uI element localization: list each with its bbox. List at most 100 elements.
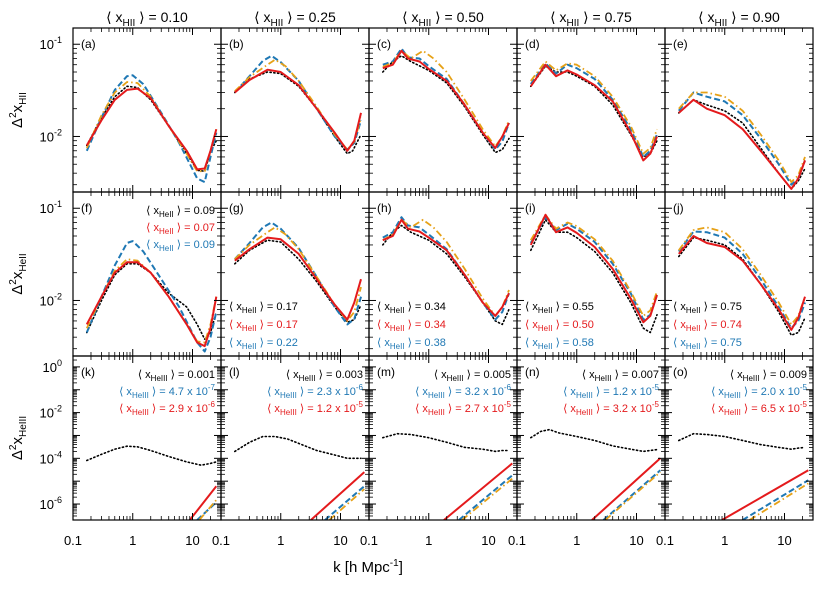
annotation-red: ⟨ xHeIII ⟩ = 1.2 x 10-5 bbox=[267, 400, 363, 417]
annotation-black: ⟨ xHeIII ⟩ = 0.007 bbox=[582, 369, 659, 383]
y-tick-label: 10-1 bbox=[40, 35, 62, 52]
series-black-line bbox=[382, 224, 510, 326]
series-black-line bbox=[86, 445, 218, 466]
series-blue-line bbox=[85, 240, 218, 353]
x-tick-label: 10 bbox=[481, 533, 495, 548]
panel-plot-b bbox=[234, 54, 362, 155]
series-orange-line bbox=[678, 226, 806, 326]
column-title: ⟨ xHII ⟩ = 0.75 bbox=[550, 9, 632, 29]
panel-frame bbox=[516, 27, 666, 193]
x-tick-label: 0.1 bbox=[360, 533, 378, 548]
y-tick-label: 100 bbox=[43, 358, 62, 375]
series-red-line bbox=[443, 462, 513, 520]
annotation-black: ⟨ xHeII ⟩ = 0.75 bbox=[673, 301, 742, 315]
series-orange-line bbox=[382, 218, 510, 317]
series-orange-line bbox=[85, 258, 218, 344]
annotation-black: ⟨ xHeII ⟩ = 0.09 bbox=[146, 205, 215, 219]
annotation-red: ⟨ xHeII ⟩ = 0.74 bbox=[673, 319, 742, 333]
panel-id: (n) bbox=[525, 365, 540, 379]
x-tick-label: 1 bbox=[425, 533, 432, 548]
series-black-line bbox=[234, 435, 362, 460]
series-blue-line bbox=[382, 47, 510, 151]
annotation-black: ⟨ xHeII ⟩ = 0.17 bbox=[229, 301, 298, 315]
series-blue-line bbox=[678, 91, 806, 186]
series-orange-line bbox=[234, 58, 362, 151]
column-title: ⟨ xHII ⟩ = 0.10 bbox=[106, 9, 188, 29]
annotation-blue: ⟨ xHeIII ⟩ = 3.2 x 10-6 bbox=[415, 383, 511, 400]
panel-plot-k bbox=[86, 445, 218, 520]
y-tick-label: 10-4 bbox=[40, 449, 62, 466]
series-orange-line bbox=[234, 226, 362, 322]
y-tick-label: 10-6 bbox=[40, 495, 62, 512]
annotation-black: ⟨ xHeIII ⟩ = 0.009 bbox=[730, 369, 807, 383]
series-blue-line bbox=[196, 501, 217, 520]
y-tick-label: 10-2 bbox=[40, 291, 62, 308]
annotation-blue: ⟨ xHeIII ⟩ = 1.2 x 10-5 bbox=[563, 383, 659, 400]
series-red-line bbox=[310, 471, 365, 520]
series-orange-line bbox=[198, 499, 217, 520]
x-tick-label: 10 bbox=[333, 533, 347, 548]
annotation-black: ⟨ xHeIII ⟩ = 0.003 bbox=[286, 369, 363, 383]
panel-id: (m) bbox=[377, 365, 395, 379]
panel-id: (b) bbox=[229, 37, 244, 51]
annotation-red: ⟨ xHeII ⟩ = 0.07 bbox=[146, 222, 215, 236]
series-blue-line bbox=[234, 54, 362, 151]
panel-frame bbox=[220, 27, 370, 193]
row-ylabel: Δ2xHII bbox=[8, 92, 29, 128]
x-tick-label: 10 bbox=[777, 533, 791, 548]
panel-id: (d) bbox=[525, 37, 540, 51]
x-tick-label: 0.1 bbox=[212, 533, 230, 548]
series-blue-line bbox=[742, 479, 809, 520]
annotation-black: ⟨ xHeII ⟩ = 0.55 bbox=[525, 301, 594, 315]
series-black-line bbox=[678, 432, 806, 450]
panel-plot-h bbox=[382, 216, 510, 326]
series-orange-line bbox=[382, 49, 510, 148]
column-title: ⟨ xHII ⟩ = 0.25 bbox=[254, 9, 336, 29]
x-axis-label: k [h Mpc-1] bbox=[333, 558, 403, 576]
y-tick-label: 10-2 bbox=[40, 127, 62, 144]
series-orange-line bbox=[530, 213, 658, 317]
row-ylabel: Δ2xHeIII bbox=[8, 416, 29, 460]
annotation-red: ⟨ xHeII ⟩ = 0.50 bbox=[525, 319, 594, 333]
panel-frame bbox=[72, 27, 222, 193]
panel-id: (k) bbox=[81, 365, 95, 379]
series-orange-line bbox=[530, 60, 658, 155]
series-red-line bbox=[529, 213, 658, 324]
series-black-line bbox=[678, 99, 806, 190]
panel-plot-f bbox=[85, 240, 218, 353]
series-blue-line bbox=[85, 74, 218, 184]
panel-id: (i) bbox=[525, 201, 536, 215]
series-black-line bbox=[530, 428, 658, 453]
series-black-line bbox=[382, 432, 510, 453]
x-tick-label: 1 bbox=[129, 533, 136, 548]
series-blue-line bbox=[529, 62, 658, 158]
series-red-line bbox=[382, 49, 510, 149]
panel-plot-e bbox=[678, 91, 806, 190]
series-orange-line bbox=[604, 471, 661, 520]
x-tick-label: 1 bbox=[721, 533, 728, 548]
panel-plot-a bbox=[85, 74, 218, 184]
annotation-black: ⟨ xHeIII ⟩ = 0.005 bbox=[434, 369, 511, 383]
column-title: ⟨ xHII ⟩ = 0.90 bbox=[698, 9, 780, 29]
series-red-line bbox=[382, 218, 510, 317]
series-red-line bbox=[721, 469, 809, 520]
x-tick-label: 1 bbox=[277, 533, 284, 548]
annotation-blue: ⟨ xHeII ⟩ = 0.75 bbox=[673, 337, 742, 351]
series-blue-line bbox=[458, 474, 513, 520]
panel-plot-c bbox=[382, 47, 510, 154]
x-tick-label: 0.1 bbox=[64, 533, 82, 548]
panel-plot-n bbox=[530, 428, 661, 520]
x-tick-label: 0.1 bbox=[508, 533, 526, 548]
series-blue-line bbox=[234, 221, 362, 326]
y-tick-label: 10-1 bbox=[40, 199, 62, 216]
annotation-red: ⟨ xHeIII ⟩ = 2.9 x 10-6 bbox=[119, 400, 215, 417]
panel-plot-l bbox=[234, 435, 365, 520]
series-red-line bbox=[189, 485, 218, 520]
series-black-line bbox=[530, 219, 658, 334]
annotation-blue: ⟨ xHeII ⟩ = 0.58 bbox=[525, 337, 594, 351]
panel-plot-i bbox=[529, 213, 658, 334]
row-ylabel: Δ2xHeII bbox=[8, 253, 29, 294]
panel-id: (l) bbox=[229, 365, 240, 379]
series-red-line bbox=[85, 261, 218, 348]
